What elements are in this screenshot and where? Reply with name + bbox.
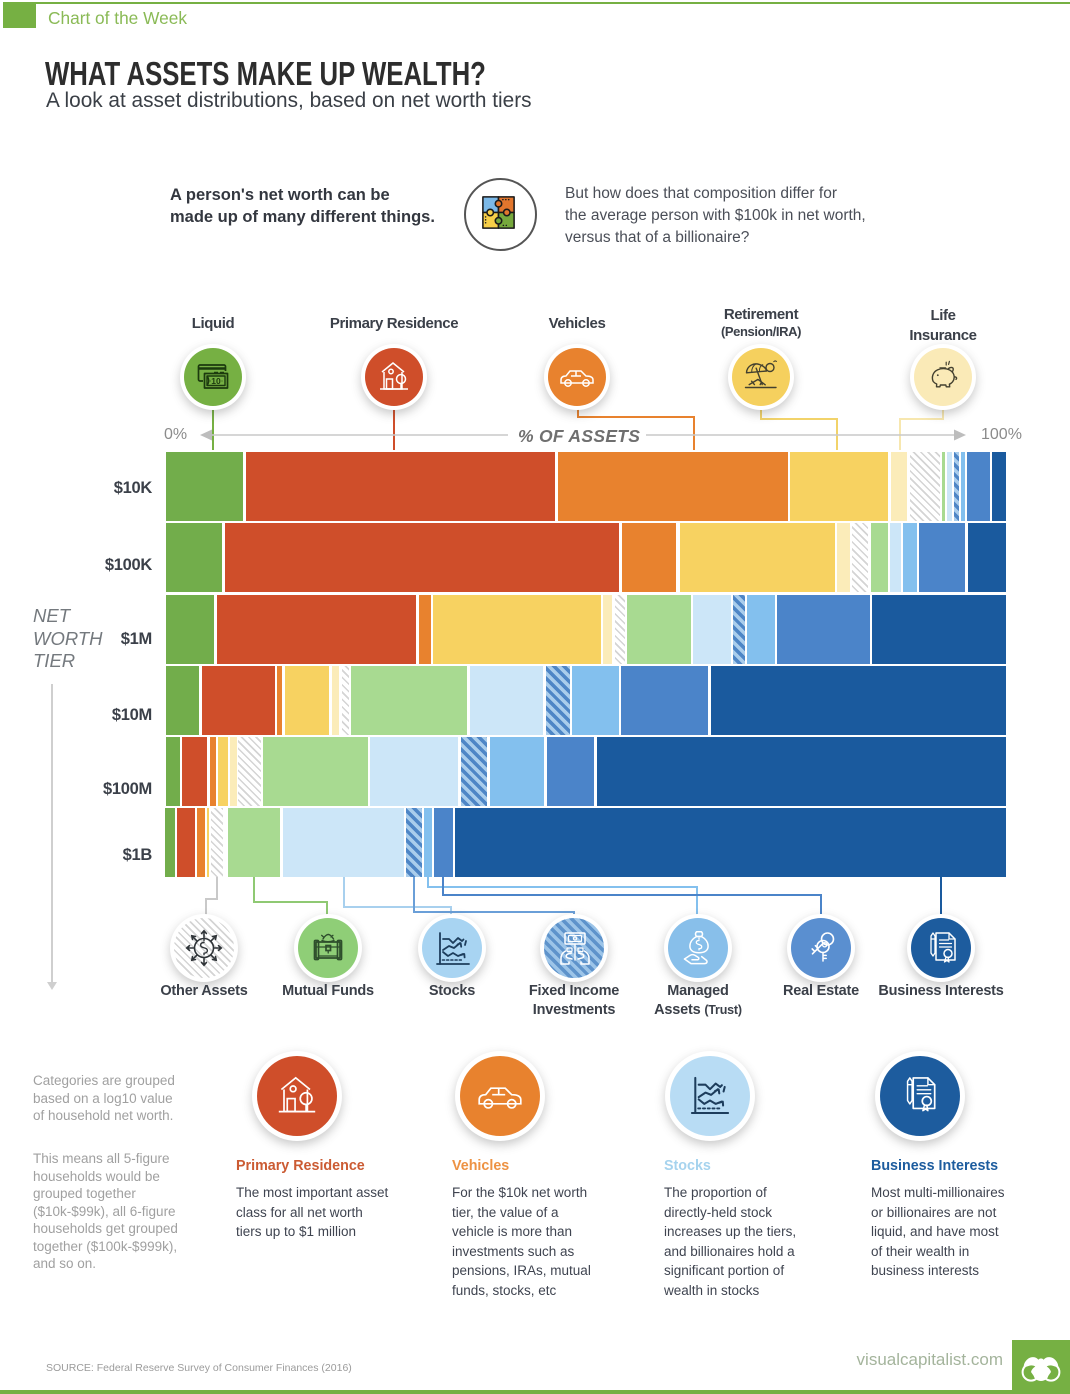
svg-text:10: 10 — [211, 376, 221, 386]
